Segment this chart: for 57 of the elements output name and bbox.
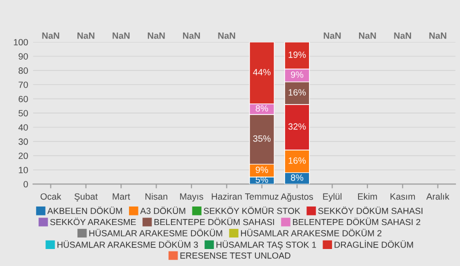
data-label: 44% [253,68,271,76]
data-label: 9% [290,71,304,78]
text: NaN [112,32,130,39]
y-tick-label: 0 [24,181,28,188]
text: NaN [429,32,446,39]
x-tick-label: Ağustos [280,193,314,202]
text: NaN [324,32,341,39]
y-tick-label: 100 [14,38,28,46]
text: NaN [77,32,94,39]
legend-label: SEKKÖY DÖKÜM SAHASI [318,206,422,214]
x-tick-label: Mayıs [180,193,204,202]
legend-label: DRAGLİNE DÖKÜM [334,240,413,248]
y-tick-label: 10 [18,166,28,174]
legend-label: BELENTEPE DÖKÜM SAHASI 2 [293,218,420,226]
data-label: 16% [288,89,306,96]
data-label: 8% [256,105,268,112]
y-tick-label: 30 [18,138,28,145]
legend-label: HÜSAMLAR TAŞ STOK 1 [216,240,316,250]
data-label: 16% [288,157,306,164]
legend-label: ERESENSE TEST UNLOAD [180,252,290,259]
y-tick-label: 20 [18,152,28,160]
data-label: 5% [256,176,268,183]
text: NaN [394,32,412,39]
text: NaN [183,32,200,39]
data-label: 8% [290,174,304,181]
y-tick-label: 80 [18,67,28,74]
legend-label: AKBELEN DÖKÜM [47,206,122,214]
data-label: 32% [288,123,306,130]
legend-label: SEKKÖY KÖMÜR STOK [204,206,300,214]
x-tick-label: Aralık [426,193,450,200]
legend-label: HÜSAMLAR ARAKESME DÖKÜM 3 [58,240,198,248]
legend-label: SEKKÖY ARAKESME [50,218,136,226]
text: NaN [359,32,376,39]
x-tick-label: Kasım [390,193,415,200]
text: NaN [42,32,60,39]
x-tick-label: Şubat [74,193,98,202]
x-tick-label: Ekim [358,193,377,200]
data-label: 19% [288,52,306,58]
x-tick-label: Ocak [40,193,62,200]
legend-label: BELENTEPE DÖKÜM SAHASI [154,218,274,226]
y-tick-label: 40 [18,124,28,131]
text: NaN [148,32,165,39]
x-tick-label: Mart [112,193,130,200]
x-tick-label: Haziran [212,193,242,200]
y-tick-label: 70 [18,82,28,88]
y-tick-label: 90 [18,53,28,60]
legend-label: HÜSAMLAR ARAKESME DÖKÜM [89,228,222,236]
y-tick-label: 50 [18,110,28,116]
legend-label: HÜSAMLAR ARAKESME DÖKÜM 2 [241,228,382,236]
x-tick-label: Nisan [145,193,168,200]
data-label: 9% [256,166,268,173]
text: NaN [218,32,236,39]
data-label: 35% [253,135,271,142]
y-tick-label: 60 [18,96,28,102]
x-tick-label: Eylül [323,193,342,202]
legend-label: A3 DÖKÜM [140,206,186,214]
x-tick-label: Temmuz [245,193,278,200]
